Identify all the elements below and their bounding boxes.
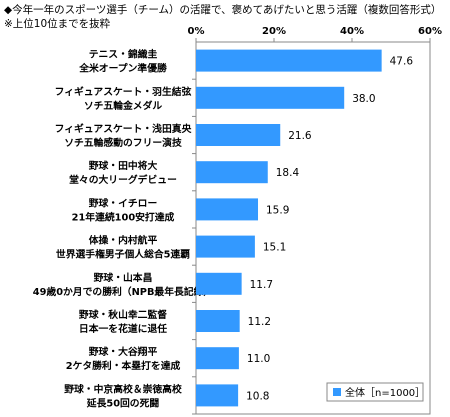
bar bbox=[196, 347, 239, 370]
bar bbox=[196, 310, 240, 332]
legend-swatch bbox=[333, 388, 341, 396]
bar bbox=[196, 49, 382, 72]
category-label-line: テニス・錦織圭 bbox=[89, 48, 158, 61]
bar bbox=[196, 124, 281, 146]
category-label: 体操・内村航平世界選手権男子個人総合5連覇 bbox=[56, 234, 190, 261]
category-label-line: ソチ五輪感動のフリー演技 bbox=[64, 136, 182, 149]
category-label: 野球・中京高校＆崇徳高校延長50回の死闘 bbox=[64, 382, 182, 409]
bar-value-label: 11.7 bbox=[250, 279, 273, 291]
legend-box bbox=[326, 382, 424, 402]
x-tick-label: 20% bbox=[262, 26, 286, 37]
bar-value-label: 18.4 bbox=[276, 167, 300, 179]
bar-value-label: 11.0 bbox=[247, 353, 270, 365]
category-label-line: 堂々の大リーグデビュー bbox=[69, 173, 177, 186]
category-label-line: フィギュアスケート・羽生結弦 bbox=[55, 85, 192, 98]
category-label: 野球・田中将大堂々の大リーグデビュー bbox=[69, 159, 177, 186]
bar-value-label: 21.6 bbox=[288, 130, 312, 142]
category-label-line: 2ケタ勝利・本塁打を達成 bbox=[66, 359, 181, 372]
bar bbox=[196, 161, 268, 184]
category-label: 野球・秋山幸二監督日本一を花道に退任 bbox=[79, 308, 167, 335]
bar bbox=[196, 198, 259, 221]
bar-value-label: 47.6 bbox=[390, 56, 414, 68]
x-tick-label: 60% bbox=[418, 26, 442, 37]
bar bbox=[196, 272, 242, 295]
bar-value-label: 38.0 bbox=[352, 93, 375, 105]
bar bbox=[196, 384, 239, 407]
x-tick-label: 40% bbox=[340, 26, 364, 37]
category-label-line: 体操・内村航平 bbox=[89, 234, 158, 247]
category-label-line: 野球・大谷翔平 bbox=[89, 345, 158, 358]
category-label-line: 世界選手権男子個人総合5連覇 bbox=[56, 248, 190, 261]
category-label-line: 野球・中京高校＆崇徳高校 bbox=[64, 382, 182, 395]
category-label: 野球・イチロー 21年連続100安打達成 bbox=[72, 196, 175, 223]
bar-value-label: 15.9 bbox=[266, 204, 289, 216]
category-label: フィギュアスケート・羽生結弦ソチ五輪金メダル bbox=[55, 85, 192, 112]
chart-subtitle: ※上位10位までを抜粋 bbox=[4, 18, 111, 30]
category-label-line: 延長50回の死闘 bbox=[86, 396, 160, 409]
category-label: フィギュアスケート・浅田真央ソチ五輪感動のフリー演技 bbox=[55, 122, 192, 149]
category-label-line: 野球・イチロー bbox=[89, 196, 158, 209]
bar-value-label: 11.2 bbox=[248, 316, 271, 328]
category-label-line: 日本一を花道に退任 bbox=[79, 322, 167, 335]
category-label: 野球・山本昌 49歳0か月での勝利（NPB最年長記録） bbox=[33, 271, 213, 298]
category-label: テニス・錦織圭全米オープン準優勝 bbox=[78, 48, 167, 75]
category-label-line: 野球・田中将大 bbox=[89, 159, 158, 172]
legend-label: 全体［n=1000］ bbox=[345, 386, 425, 399]
category-label-line: 全米オープン準優勝 bbox=[78, 62, 167, 75]
category-label-line: ソチ五輪金メダル bbox=[84, 99, 163, 112]
category-label-line: 野球・秋山幸二監督 bbox=[79, 308, 167, 321]
category-label-line: フィギュアスケート・浅田真央 bbox=[55, 122, 192, 135]
bar bbox=[196, 235, 255, 258]
chart-title: ◆今年一年のスポーツ選手（チーム）の活躍で、褒めてあげたいと思う活躍（複数回答形… bbox=[4, 3, 441, 31]
category-label-line: 野球・山本昌 bbox=[94, 271, 153, 284]
bar bbox=[196, 86, 345, 109]
category-label-line: 21年連続100安打達成 bbox=[72, 210, 175, 223]
x-tick-label: 0% bbox=[188, 26, 205, 37]
category-label: 野球・大谷翔平 2ケタ勝利・本塁打を達成 bbox=[66, 345, 181, 372]
bar-value-label: 10.8 bbox=[246, 390, 269, 402]
bar-value-label: 15.1 bbox=[263, 242, 286, 254]
category-label-line: 49歳0か月での勝利（NPB最年長記録） bbox=[33, 285, 213, 298]
chart-title-text: ◆今年一年のスポーツ選手（チーム）の活躍で、褒めてあげたいと思う活躍（複数回答形… bbox=[4, 4, 442, 16]
